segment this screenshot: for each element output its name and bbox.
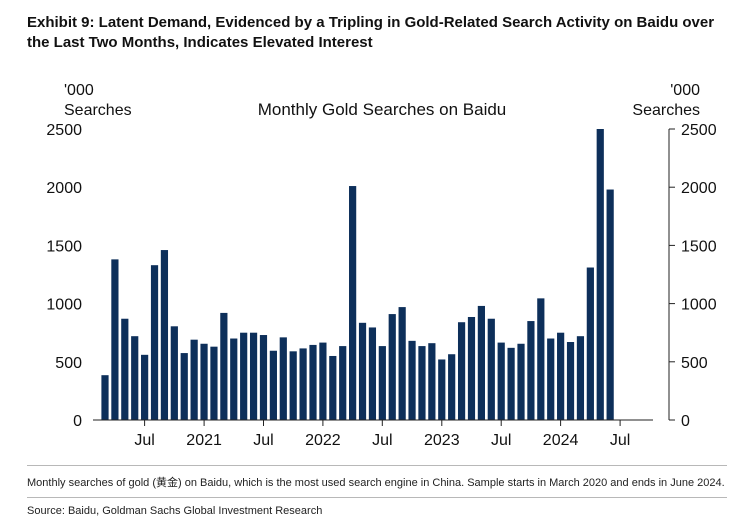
y-tick-label-right: 2000 — [681, 180, 717, 197]
exhibit-title: Exhibit 9: Latent Demand, Evidenced by a… — [27, 14, 715, 51]
y-tick-label-left: 2500 — [46, 122, 82, 139]
bar — [349, 186, 357, 420]
bar — [210, 346, 218, 420]
bar — [319, 342, 327, 420]
bar — [111, 259, 119, 420]
x-tick-label: 2023 — [424, 432, 460, 449]
x-tick-label: Jul — [134, 432, 154, 449]
bar — [596, 129, 604, 420]
bar — [537, 298, 545, 420]
x-tick-label: Jul — [253, 432, 273, 449]
bar — [309, 344, 317, 420]
bar — [378, 346, 386, 420]
bar — [121, 318, 129, 420]
bar — [576, 336, 585, 420]
y-axis-label-left-line1: '000 — [64, 82, 94, 99]
bar — [438, 359, 446, 420]
bar — [497, 342, 505, 420]
bar — [388, 314, 396, 420]
y-tick-label-right: 0 — [681, 413, 690, 430]
bar — [557, 332, 565, 420]
bar — [448, 354, 456, 420]
y-axis-left: 0 500 1000 1500 2000 2500 — [46, 122, 82, 430]
bar — [566, 342, 575, 420]
bar — [230, 338, 238, 420]
bar — [527, 321, 535, 420]
x-axis: Jul 2021 Jul 2022 Jul 2023 Jul 2024 Jul — [93, 419, 653, 449]
bar — [368, 327, 377, 420]
y-tick-label-left: 500 — [55, 355, 82, 372]
bar-series — [101, 129, 614, 420]
bar — [299, 348, 307, 420]
bar — [220, 312, 228, 420]
bar — [249, 332, 258, 420]
bar — [160, 250, 169, 420]
bar — [606, 189, 614, 420]
bar — [101, 375, 109, 420]
y-tick-label-right: 1000 — [681, 297, 717, 314]
bar — [408, 340, 416, 420]
bar — [279, 337, 287, 420]
chart-area: Monthly Gold Searches on Baidu '000 Sear… — [0, 75, 750, 460]
y-axis-label-right-line2: Searches — [632, 102, 700, 119]
bar — [517, 343, 525, 420]
bar — [418, 346, 426, 420]
y-tick-label-left: 2000 — [46, 180, 82, 197]
x-tick-label: Jul — [491, 432, 511, 449]
y-axis-label-left-line2: Searches — [64, 102, 132, 119]
bar — [180, 353, 188, 420]
bar — [329, 355, 337, 420]
x-tick-label: Jul — [372, 432, 392, 449]
x-tick-label: 2022 — [305, 432, 341, 449]
bar — [467, 316, 476, 420]
bar — [131, 336, 139, 420]
bar — [477, 305, 485, 420]
bar — [289, 351, 297, 420]
divider-bottom — [27, 497, 727, 498]
divider-top — [27, 465, 727, 466]
x-tick-label: Jul — [610, 432, 630, 449]
bar — [339, 346, 347, 420]
x-tick-label: 2024 — [543, 432, 579, 449]
y-tick-label-right: 1500 — [681, 238, 717, 255]
bar — [457, 322, 466, 420]
bar — [487, 318, 495, 420]
bar — [240, 332, 248, 420]
bar — [170, 326, 178, 420]
bar-chart: Monthly Gold Searches on Baidu '000 Sear… — [46, 82, 717, 449]
bar — [547, 338, 555, 420]
source-note: Source: Baidu, Goldman Sachs Global Inve… — [27, 505, 323, 517]
y-tick-label-left: 1500 — [46, 238, 82, 255]
bar — [190, 339, 198, 420]
bar — [259, 335, 268, 420]
x-tick-label: 2021 — [186, 432, 222, 449]
chart-title: Monthly Gold Searches on Baidu — [258, 100, 507, 119]
bar — [141, 354, 149, 420]
bar — [150, 265, 159, 420]
y-tick-label-right: 2500 — [681, 122, 717, 139]
bar — [358, 322, 367, 420]
bar — [507, 347, 515, 420]
y-axis-label-right-line1: '000 — [670, 82, 700, 99]
y-tick-label-left: 0 — [73, 413, 82, 430]
y-tick-label-right: 500 — [681, 355, 708, 372]
y-tick-label-left: 1000 — [46, 297, 82, 314]
bar — [586, 267, 594, 420]
bar — [398, 307, 406, 420]
bar — [269, 350, 277, 420]
y-axis-right: 0 500 1000 1500 2000 2500 — [668, 122, 717, 430]
bar — [428, 343, 436, 420]
bar — [200, 343, 208, 420]
footnote: Monthly searches of gold (黄金) on Baidu, … — [27, 477, 725, 489]
